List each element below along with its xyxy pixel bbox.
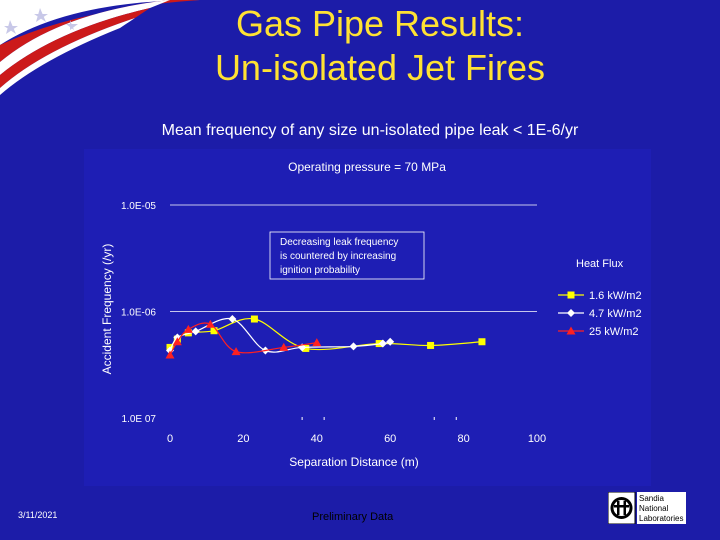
legend-label: 1.6 kW/m2 [589, 290, 642, 302]
data-point [172, 337, 182, 346]
logo-line-1: Sandia [639, 494, 664, 503]
x-tick-label: 0 [167, 433, 173, 445]
x-tick-label: 40 [311, 433, 323, 445]
annotation-box [269, 231, 425, 280]
y-tick-label: 1.0E 07 [122, 414, 157, 425]
annotation: Decreasing leak frequency is countered by… [269, 231, 425, 280]
data-point [166, 346, 174, 355]
x-tick-label: 80 [457, 433, 469, 445]
data-point [228, 315, 237, 324]
y-tick-label: 1.0E-05 [121, 201, 156, 212]
chart: Operating pressure = 70 MPa Accident Fre… [84, 149, 651, 486]
data-point [184, 329, 192, 337]
data-point [567, 309, 575, 317]
slide-subtitle: Mean frequency of any size un-isolated p… [161, 122, 579, 139]
series-group [165, 315, 486, 359]
annotation-text: Decreasing leak frequency is countered by… [280, 237, 398, 276]
legend-title: Heat Flux [576, 258, 624, 270]
data-point [279, 342, 289, 351]
chart-title: Operating pressure = 70 MPa [288, 160, 446, 174]
data-point [349, 342, 358, 351]
annotation-line: Decreasing leak frequency [280, 237, 398, 248]
title-line-1: Gas Pipe Results: [235, 3, 525, 44]
slide-date: 3/11/2021 [18, 510, 58, 520]
data-point [210, 327, 218, 335]
annotation-line: is countered by increasing [280, 251, 396, 262]
data-point [250, 315, 258, 323]
legend-label: 25 kW/m2 [589, 326, 639, 338]
data-point [165, 350, 175, 359]
y-axis-label: Accident Frequency (/yr) [100, 244, 114, 375]
legend: 1.6 kW/m2 4.7 kW/m2 25 kW/m2 [558, 290, 642, 338]
ticks: 1.0E-05 1.0E-06 1.0E 07 0 20 40 60 80 100 [121, 201, 546, 445]
x-tick-label: 100 [528, 433, 546, 445]
data-point [312, 338, 322, 347]
logo-line-2: National [639, 504, 669, 513]
footer-preliminary: Preliminary Data [312, 511, 394, 523]
y-tick-label: 1.0E-06 [121, 308, 156, 319]
data-point [427, 341, 435, 349]
data-point [205, 319, 215, 328]
data-point [567, 291, 575, 299]
grid [170, 204, 537, 312]
chart-svg: Operating pressure = 70 MPa Accident Fre… [84, 149, 651, 486]
data-point [231, 347, 241, 356]
x-tick-label: 60 [384, 433, 396, 445]
flag-decoration [0, 0, 200, 95]
annotation-line: ignition probability [280, 265, 360, 276]
sandia-logo: Sandia National Laboratories [607, 491, 686, 525]
legend-label: 4.7 kW/m2 [589, 308, 642, 320]
data-point [191, 327, 200, 336]
data-point [183, 324, 193, 333]
x-tick-label: 20 [237, 433, 249, 445]
title-line-2: Un-isolated Jet Fires [214, 47, 546, 88]
data-point [478, 338, 486, 346]
data-point [378, 339, 387, 348]
slide-title: Gas Pipe Results: Un-isolated Jet Fires [150, 2, 610, 90]
data-point [566, 326, 576, 335]
x-axis-label: Separation Distance (m) [289, 455, 418, 469]
logo-line-3: Laboratories [639, 514, 683, 523]
data-point [386, 337, 395, 346]
data-point [302, 344, 310, 352]
